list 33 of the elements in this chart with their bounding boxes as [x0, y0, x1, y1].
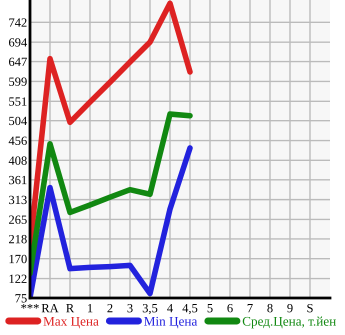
y-tick-label: 265: [9, 216, 27, 224]
y-tick-label: 313: [9, 196, 27, 204]
x-tick-label: 7: [248, 304, 253, 312]
legend-label: Min Цена: [144, 316, 198, 328]
x-tick-label: S: [307, 304, 313, 312]
y-tick-label: 122: [10, 274, 27, 283]
x-tick-label: 4,5: [182, 304, 198, 314]
y-tick-label: 75: [16, 294, 27, 302]
legend-label: Сред.Цена, т.йен: [242, 316, 336, 328]
y-tick-label: 504: [9, 116, 28, 126]
x-tick-label: 3,5: [142, 304, 158, 314]
y-tick-label: 551: [9, 97, 26, 106]
x-tick-label: 2: [107, 304, 112, 312]
x-tick-label: 5: [208, 304, 213, 312]
legend-label: Max Цена: [43, 316, 99, 328]
y-tick-label: 599: [9, 77, 27, 86]
y-tick-label: 647: [9, 58, 27, 66]
x-tick-label: 1: [88, 304, 92, 312]
x-tick-label: 6: [227, 304, 233, 312]
y-tick-label: 408: [8, 156, 27, 165]
y-tick-label: 742: [9, 18, 27, 27]
x-tick-label: R: [66, 304, 74, 312]
x-tick-label: ***: [21, 304, 39, 309]
x-tick-label: 3: [127, 304, 133, 312]
x-tick-label: 9: [287, 304, 293, 312]
x-tick-label: 8: [267, 304, 273, 312]
y-tick-label: 218: [9, 234, 27, 244]
x-tick-label: RA: [42, 304, 59, 312]
y-tick-label: 170: [10, 254, 27, 264]
x-tick-label: 4: [167, 304, 173, 312]
y-tick-label: 694: [9, 38, 28, 47]
y-tick-label: 456: [8, 136, 27, 145]
y-tick-label: 361: [9, 176, 26, 184]
